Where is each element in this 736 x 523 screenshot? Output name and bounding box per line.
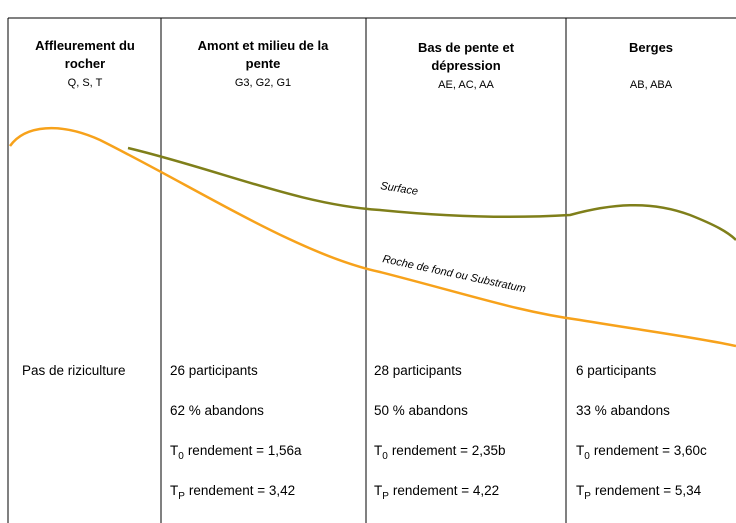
column-subtitle: G3, G2, G1	[235, 77, 291, 89]
diagram: Surface Roche de fond ou Substratum Affl…	[0, 0, 736, 523]
bedrock-curve	[10, 128, 736, 346]
yield-text: rendement = 5,34	[595, 483, 702, 498]
column-title: Bas de pente et	[418, 40, 515, 55]
yield-symbol: T	[170, 443, 178, 458]
column-title: rocher	[65, 56, 105, 71]
yield-symbol: T	[374, 483, 382, 498]
participants: 6 participants	[576, 363, 657, 378]
yield-text: rendement = 2,35b	[392, 443, 506, 458]
note: Pas de riziculture	[22, 363, 126, 378]
column-subtitle: AB, ABA	[630, 79, 673, 91]
abandons: 62 % abandons	[170, 403, 264, 418]
yield-symbol: T	[576, 443, 584, 458]
participants: 28 participants	[374, 363, 462, 378]
column-title: pente	[246, 56, 281, 71]
yield: T0 rendement = 2,35b	[374, 443, 506, 462]
surface-label: Surface	[380, 180, 419, 198]
abandons: 50 % abandons	[374, 403, 468, 418]
yield-subscript: 0	[584, 451, 590, 462]
yield-text: rendement = 3,60c	[594, 443, 707, 458]
yield: T0 rendement = 1,56a	[170, 443, 302, 462]
column-title: Amont et milieu de la	[198, 38, 330, 53]
yield-symbol: T	[576, 483, 584, 498]
yield-text: rendement = 1,56a	[188, 443, 302, 458]
bedrock-label: Roche de fond ou Substratum	[381, 253, 526, 295]
yield-subscript: P	[382, 491, 389, 502]
yield: T0 rendement = 3,60c	[576, 443, 707, 462]
yield-text: rendement = 3,42	[189, 483, 295, 498]
column-subtitle: Q, S, T	[68, 77, 103, 89]
surface-curve	[128, 148, 736, 240]
column-title: Affleurement du	[35, 38, 135, 53]
yield-text: rendement = 4,22	[393, 483, 499, 498]
yield-subscript: P	[178, 491, 185, 502]
yield-subscript: 0	[382, 451, 388, 462]
abandons: 33 % abandons	[576, 403, 670, 418]
yield-symbol: T	[374, 443, 382, 458]
participants: 26 participants	[170, 363, 258, 378]
column-subtitle: AE, AC, AA	[438, 79, 494, 91]
column-title: Berges	[629, 40, 673, 55]
column-title: dépression	[431, 58, 500, 73]
yield-symbol: T	[170, 483, 178, 498]
yield-subscript: 0	[178, 451, 184, 462]
yield-subscript: P	[584, 491, 591, 502]
